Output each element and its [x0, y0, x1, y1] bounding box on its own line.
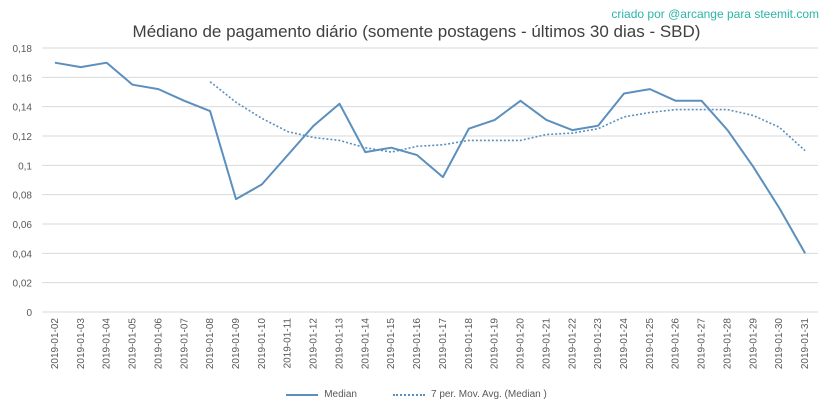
x-tick-label: 2019-01-21 [541, 318, 552, 370]
y-tick-label: 0,1 [18, 161, 32, 172]
x-tick-label: 2019-01-17 [438, 318, 449, 370]
x-tick-label: 2019-01-15 [386, 318, 397, 370]
legend-item-moving-average: 7 per. Mov. Avg. (Median ) [393, 389, 547, 400]
x-tick-label: 2019-01-26 [671, 318, 682, 370]
x-tick-label: 2019-01-05 [128, 318, 139, 370]
x-tick-label: 2019-01-08 [205, 318, 216, 370]
legend-swatch-dotted [393, 393, 425, 396]
credit-text: criado por @arcange para steemit.com [611, 7, 819, 21]
y-tick-label: 0,12 [13, 132, 33, 143]
x-tick-label: 2019-01-29 [748, 318, 759, 370]
x-tick-label: 2019-01-28 [722, 318, 733, 370]
y-tick-label: 0,02 [13, 279, 33, 290]
x-tick-label: 2019-01-13 [334, 318, 345, 370]
y-tick-label: 0,18 [13, 44, 33, 55]
x-tick-label: 2019-01-11 [283, 318, 294, 369]
y-tick-label: 0 [26, 308, 32, 319]
x-tick-label: 2019-01-25 [645, 318, 656, 370]
x-tick-label: 2019-01-19 [490, 318, 501, 370]
y-tick-label: 0,16 [13, 73, 33, 84]
legend-swatch-solid [286, 393, 319, 396]
x-tick-label: 2019-01-12 [309, 318, 320, 370]
chart-legend: Median 7 per. Mov. Avg. (Median ) [0, 389, 833, 400]
x-tick-label: 2019-01-10 [257, 318, 268, 370]
x-tick-label: 2019-01-30 [774, 318, 785, 370]
x-tick-label: 2019-01-14 [360, 318, 371, 370]
y-tick-label: 0,08 [13, 191, 33, 202]
y-tick-label: 0,04 [13, 249, 33, 260]
x-tick-label: 2019-01-16 [412, 318, 423, 370]
median-line [54, 61, 806, 254]
legend-label-moving-average: 7 per. Mov. Avg. (Median ) [431, 389, 547, 400]
x-tick-label: 2019-01-06 [153, 318, 164, 370]
x-tick-label: 2019-01-23 [593, 318, 604, 370]
x-tick-label: 2019-01-03 [76, 318, 87, 370]
chart-title: Médiano de pagamento diário (somente pos… [132, 22, 701, 41]
legend-item-median: Median [286, 389, 357, 400]
x-tick-label: 2019-01-31 [800, 318, 811, 370]
x-tick-label: 2019-01-07 [179, 318, 190, 370]
x-tick-label: 2019-01-09 [231, 318, 242, 370]
x-tick-label: 2019-01-22 [567, 318, 578, 370]
x-tick-label: 2019-01-20 [516, 318, 527, 370]
legend-label-median: Median [324, 389, 357, 400]
x-tick-label: 2019-01-04 [102, 318, 113, 370]
x-tick-label: 2019-01-27 [697, 318, 708, 370]
x-tick-label: 2019-01-24 [619, 318, 630, 370]
x-tick-label: 2019-01-18 [464, 318, 475, 370]
y-tick-label: 0,06 [13, 220, 33, 231]
y-tick-label: 0,14 [13, 103, 33, 114]
x-tick-label: 2019-01-02 [50, 318, 61, 370]
